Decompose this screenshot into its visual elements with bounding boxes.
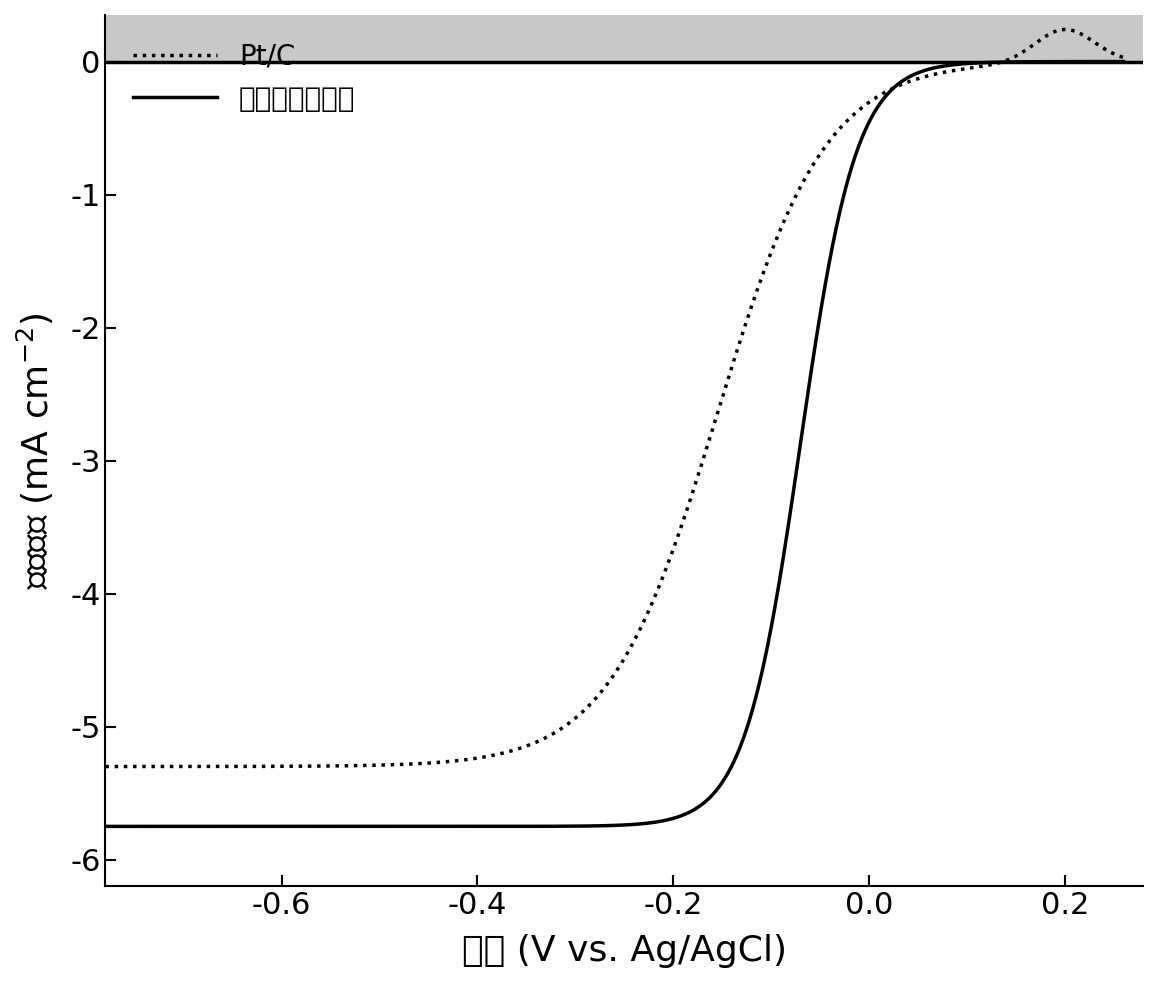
Pt/C bbox=[566, 714, 580, 725]
碳黑掺杂酞菁铁 bbox=[1087, 56, 1101, 68]
碳黑掺杂酞菁铁 bbox=[98, 821, 112, 833]
Pt/C bbox=[1058, 24, 1072, 35]
Legend: Pt/C, 碳黑掺杂酞菁铁: Pt/C, 碳黑掺杂酞菁铁 bbox=[119, 29, 369, 127]
碳黑掺杂酞菁铁 bbox=[1086, 56, 1100, 68]
Bar bbox=[105, 15, 1143, 62]
Pt/C bbox=[1116, 51, 1130, 63]
Pt/C bbox=[594, 687, 608, 699]
碳黑掺杂酞菁铁 bbox=[151, 821, 164, 833]
Y-axis label: 电流密度 (mA cm$^{-2}$): 电流密度 (mA cm$^{-2}$) bbox=[15, 313, 57, 589]
碳黑掺杂酞菁铁 bbox=[1116, 56, 1130, 68]
Pt/C bbox=[151, 761, 164, 773]
Pt/C bbox=[900, 77, 914, 88]
Pt/C bbox=[98, 761, 112, 773]
碳黑掺杂酞菁铁 bbox=[566, 820, 580, 832]
Pt/C bbox=[1087, 36, 1101, 48]
碳黑掺杂酞菁铁 bbox=[900, 72, 914, 84]
碳黑掺杂酞菁铁 bbox=[594, 820, 608, 832]
Pt/C bbox=[1087, 36, 1101, 48]
Line: 碳黑掺杂酞菁铁: 碳黑掺杂酞菁铁 bbox=[105, 62, 1123, 827]
Line: Pt/C: Pt/C bbox=[105, 29, 1123, 767]
X-axis label: 电势 (V vs. Ag/AgCl): 电势 (V vs. Ag/AgCl) bbox=[462, 934, 786, 968]
